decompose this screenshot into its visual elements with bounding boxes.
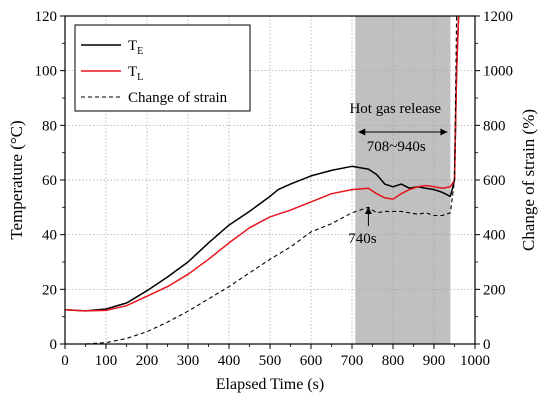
annotation-layer: Hot gas release 708~940s 740s xyxy=(348,101,448,247)
y-left-tick-label: 80 xyxy=(42,118,57,134)
tick-layer: 0 100 200 300 400 500 600 700 800 900 100002040608… xyxy=(7,9,538,393)
range-arrow-head-left xyxy=(358,128,366,136)
legend-label: TE xyxy=(128,38,143,57)
x-tick-label: 700 xyxy=(341,353,364,369)
x-tick-label: 100 xyxy=(95,353,118,369)
y-right-tick-label: 1200 xyxy=(483,9,513,25)
x-tick-label: 200 xyxy=(136,353,159,369)
series-layer xyxy=(64,15,460,345)
x-tick-label: 1000 xyxy=(460,353,490,369)
legend-label: Change of strain xyxy=(128,90,228,106)
y-left-tick-label: 60 xyxy=(42,173,57,189)
x-tick-label: 600 xyxy=(300,353,323,369)
y-left-tick-label: 40 xyxy=(42,228,57,244)
y-right-tick-label: 600 xyxy=(483,173,506,189)
range-arrow-head-right xyxy=(440,128,448,136)
y-left-tick-label: 120 xyxy=(35,9,58,25)
y-right-tick-label: 0 xyxy=(483,337,491,353)
series-line-tl xyxy=(64,15,460,312)
y-right-tick-label: 1000 xyxy=(483,64,513,80)
series-line-te xyxy=(64,15,460,312)
y-left-axis-title: Temperature (°C) xyxy=(7,120,26,239)
shaded-region-layer xyxy=(355,16,451,344)
annotation-point-label: 740s xyxy=(348,231,377,247)
grid-layer xyxy=(65,16,475,344)
y-left-tick-label: 20 xyxy=(42,282,57,298)
legend-label: TL xyxy=(128,64,143,83)
y-left-tick-label: 0 xyxy=(50,337,58,353)
hot-gas-release-region xyxy=(355,16,451,344)
y-right-tick-label: 400 xyxy=(483,228,506,244)
series-line-strain xyxy=(65,15,458,345)
x-tick-label: 400 xyxy=(218,353,241,369)
y-right-axis-title: Change of strain (%) xyxy=(519,109,538,251)
x-tick-label: 800 xyxy=(382,353,405,369)
annotation-region-label: Hot gas release xyxy=(349,101,441,117)
x-tick-label: 900 xyxy=(423,353,446,369)
y-left-tick-label: 100 xyxy=(35,64,58,80)
x-axis-title: Elapsed Time (s) xyxy=(216,376,324,393)
legend: TE TL Change of strain xyxy=(74,24,251,112)
y-right-tick-label: 800 xyxy=(483,118,506,134)
y-right-tick-label: 200 xyxy=(483,282,506,298)
annotation-range-label: 708~940s xyxy=(367,139,426,155)
x-tick-label: 300 xyxy=(177,353,200,369)
x-tick-label: 500 xyxy=(259,353,282,369)
point-arrow-head xyxy=(364,207,372,214)
x-tick-label: 0 xyxy=(61,353,69,369)
